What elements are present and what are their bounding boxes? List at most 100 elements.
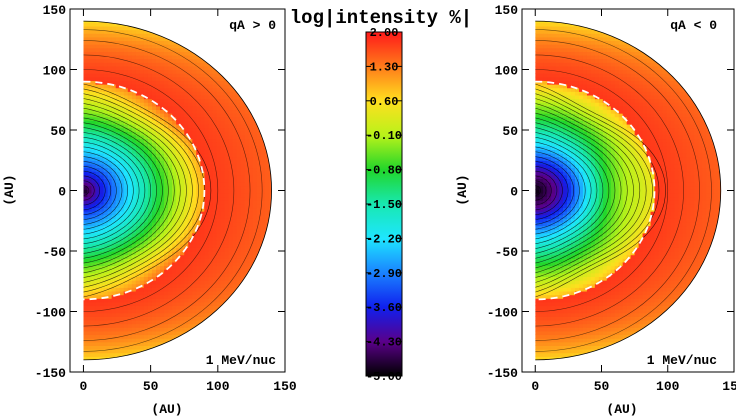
heatmap-cell [160, 196, 165, 201]
heatmap-cell [264, 73, 270, 78]
heatmap-cell [212, 171, 218, 176]
heatmap-cell [115, 149, 121, 154]
heatmap-cell [208, 269, 214, 274]
heatmap-cell [180, 207, 185, 212]
heatmap-cell [103, 54, 109, 60]
heatmap-cell [107, 145, 113, 150]
heatmap-cell [131, 73, 137, 78]
heatmap-cell [260, 33, 266, 38]
heatmap-cell [264, 251, 270, 256]
heatmap-cell [83, 134, 89, 140]
heatmap-cell [212, 269, 218, 274]
heatmap-cell [143, 80, 149, 85]
heatmap-cell [200, 334, 205, 339]
heatmap-cell [87, 44, 93, 49]
heatmap-cell [83, 272, 89, 278]
heatmap-cell [115, 334, 121, 339]
heatmap-cell [547, 207, 552, 212]
heatmap-cell [168, 22, 173, 27]
heatmap-cell [135, 33, 141, 38]
heatmap-cell [119, 301, 125, 307]
heatmap-cell [236, 94, 242, 100]
heatmap-cell [99, 316, 105, 321]
heatmap-cell [208, 207, 214, 212]
heatmap-cell [160, 69, 165, 74]
heatmap-cell [115, 120, 121, 125]
heatmap-cell [184, 178, 189, 183]
heatmap-cell [196, 138, 201, 143]
heatmap-cell [224, 189, 230, 194]
heatmap-cell [107, 196, 113, 201]
heatmap-cell [248, 232, 254, 238]
heatmap-cell [172, 76, 177, 81]
heatmap-cell [115, 91, 121, 96]
heatmap-cell [131, 160, 137, 165]
heatmap-cell [147, 131, 153, 136]
heatmap-cell [107, 261, 113, 267]
heatmap-cell [264, 109, 270, 114]
heatmap-cell [87, 33, 93, 38]
heatmap-cell [188, 349, 193, 354]
heatmap-cell [164, 221, 169, 227]
heatmap-cell [83, 196, 89, 201]
heatmap-cell [115, 69, 121, 74]
heatmap-cell [168, 145, 173, 150]
heatmap-cell [143, 51, 149, 56]
heatmap-cell [111, 145, 117, 150]
heatmap-cell [220, 192, 226, 198]
heatmap-cell [91, 94, 97, 100]
heatmap-cell [224, 254, 230, 259]
heatmap-cell [228, 44, 234, 49]
heatmap-cell [535, 58, 540, 63]
heatmap-cell [268, 127, 272, 132]
heatmap-cell [184, 171, 189, 176]
heatmap-cell [244, 91, 250, 96]
heatmap-cell [99, 145, 105, 150]
heatmap-cell [156, 290, 161, 296]
heatmap-cell [264, 58, 270, 63]
heatmap-cell [115, 134, 121, 140]
heatmap-cell [91, 51, 97, 56]
heatmap-cell [240, 178, 246, 183]
heatmap-cell [551, 272, 556, 278]
heatmap-cell [87, 102, 93, 107]
heatmap-cell [264, 269, 270, 274]
heatmap-cell [95, 160, 101, 165]
heatmap-cell [547, 265, 552, 270]
heatmap-cell [240, 189, 246, 194]
heatmap-cell [111, 44, 117, 49]
heatmap-cell [139, 316, 145, 321]
heatmap-cell [236, 309, 242, 314]
heatmap-cell [119, 290, 125, 296]
heatmap-cell [172, 98, 177, 103]
heatmap-cell [232, 265, 238, 270]
heatmap-cell [236, 51, 242, 56]
heatmap-cell [139, 272, 145, 278]
heatmap-cell [244, 265, 250, 270]
heatmap-cell [176, 167, 181, 172]
heatmap-cell [135, 298, 141, 303]
heatmap-cell [236, 214, 242, 219]
heatmap-cell [147, 316, 153, 321]
heatmap-cell [115, 214, 121, 219]
heatmap-cell [220, 123, 226, 129]
heatmap-cell [188, 127, 193, 132]
heatmap-cell [224, 240, 230, 245]
heatmap-cell [216, 76, 222, 81]
heatmap-cell [135, 276, 141, 281]
heatmap-cell [200, 76, 205, 81]
heatmap-cell [256, 283, 262, 288]
heatmap-cell [228, 105, 234, 111]
heatmap-cell [200, 316, 205, 321]
heatmap-cell [547, 221, 552, 227]
heatmap-cell [143, 33, 149, 38]
heatmap-cell [147, 294, 153, 299]
heatmap-cell [123, 44, 129, 49]
heatmap-cell [188, 280, 193, 285]
heatmap-cell [99, 247, 105, 252]
heatmap-cell [95, 254, 101, 259]
heatmap-cell [143, 131, 149, 136]
heatmap-cell [236, 265, 242, 270]
heatmap-cell [216, 218, 222, 223]
